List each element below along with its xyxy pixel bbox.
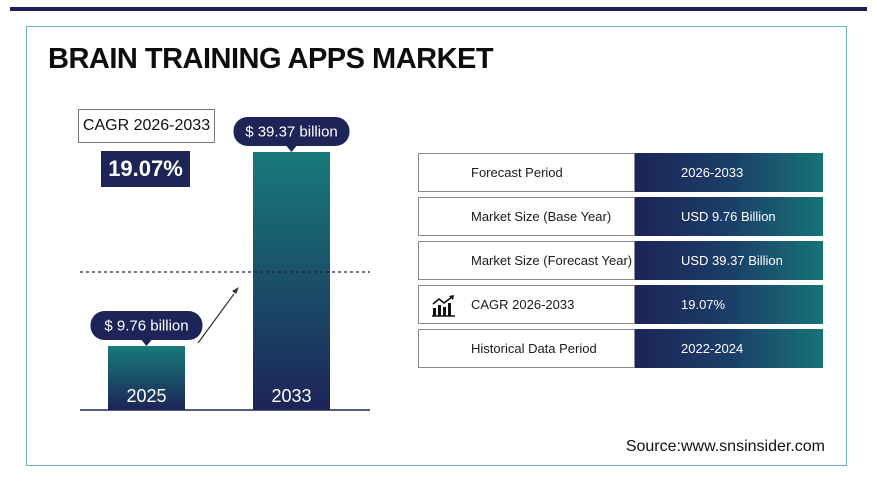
table-row: Forecast Period 2026-2033 — [418, 153, 823, 192]
row-label: Historical Data Period — [418, 329, 635, 368]
row-value: USD 39.37 Billion — [635, 241, 823, 280]
row-value: 19.07% — [635, 285, 823, 324]
infographic-frame — [26, 26, 847, 466]
row-value: USD 9.76 Billion — [635, 197, 823, 236]
row-label: Forecast Period — [418, 153, 635, 192]
cagr-label-box: CAGR 2026-2033 — [78, 109, 215, 143]
category-label-2033: 2033 — [271, 386, 311, 406]
value-label-2033: $ 39.37 billion — [233, 117, 350, 152]
svg-text:$ 9.76 billion: $ 9.76 billion — [104, 318, 188, 335]
svg-text:$ 39.37 billion: $ 39.37 billion — [245, 124, 338, 141]
row-value: 2022-2024 — [635, 329, 823, 368]
table-row: CAGR 2026-2033 19.07% — [418, 285, 823, 324]
row-value: 2026-2033 — [635, 153, 823, 192]
bar-2033 — [253, 152, 330, 410]
cagr-value: 19.07% — [108, 156, 183, 181]
table-row: Market Size (Base Year) USD 9.76 Billion — [418, 197, 823, 236]
cagr-label: CAGR 2026-2033 — [82, 117, 211, 134]
growth-arrow — [197, 287, 239, 344]
value-label-2025: $ 9.76 billion — [90, 311, 203, 347]
row-label-text: Historical Data Period — [471, 341, 597, 356]
source-credit: Source:www.snsinsider.com — [625, 438, 825, 455]
category-label-2025: 2025 — [126, 386, 166, 406]
row-label-text: Forecast Period — [471, 165, 563, 180]
bar-2025 — [108, 346, 185, 410]
cagr-value-badge: 19.07% — [101, 151, 190, 187]
row-label-text: Market Size (Base Year) — [471, 209, 612, 224]
table-row: Market Size (Forecast Year) USD 39.37 Bil… — [418, 241, 823, 280]
row-label: Market Size (Forecast Year) — [418, 241, 635, 280]
row-label-text: Market Size (Forecast Year) — [471, 253, 633, 268]
growth-chart-icon — [431, 295, 455, 317]
top-accent-bar — [10, 7, 867, 11]
row-label-text: CAGR 2026-2033 — [471, 297, 575, 312]
page-title: BRAIN TRAINING APPS MARKET — [48, 43, 494, 75]
row-label: CAGR 2026-2033 — [418, 285, 635, 324]
table-row: Historical Data Period 2022-2024 — [418, 329, 823, 368]
row-label: Market Size (Base Year) — [418, 197, 635, 236]
